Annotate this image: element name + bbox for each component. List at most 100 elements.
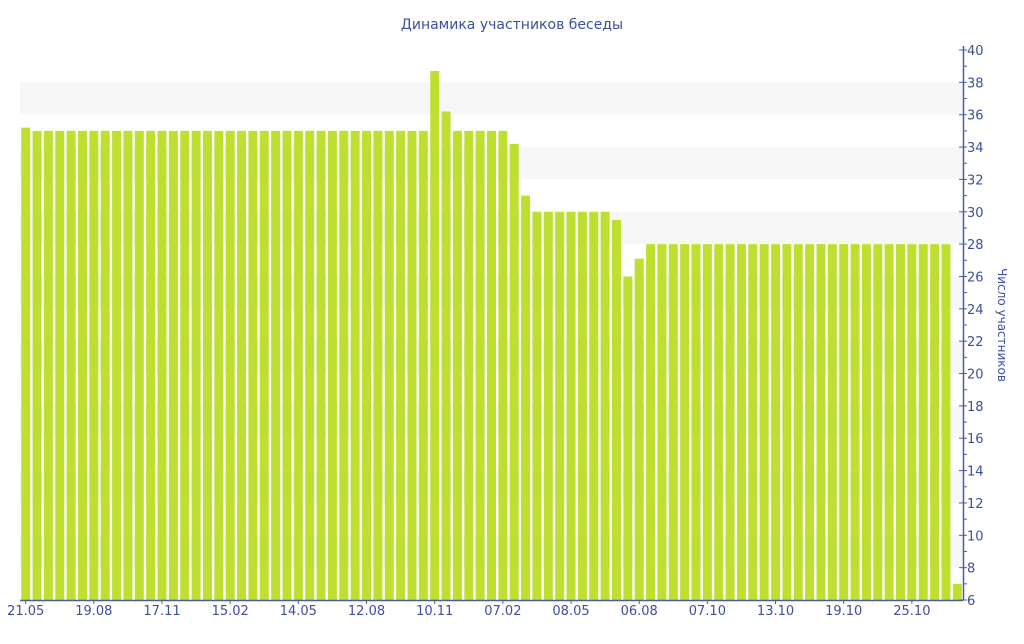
bar [873,244,883,600]
bar [896,244,905,600]
bar [884,244,894,600]
bar [702,244,712,600]
x-tick-label: 19.08 [75,604,112,619]
bar [373,130,383,600]
bar [21,127,31,600]
x-tick-label: 13.10 [757,604,794,619]
bar [248,130,258,600]
bar [941,244,951,600]
bar [32,130,42,600]
bar [180,130,190,600]
x-tick-label: 07.10 [689,604,726,619]
bar [89,130,99,600]
bar [123,130,133,600]
bar [839,244,849,600]
bar [668,244,678,600]
x-tick-label: 19.10 [825,604,862,619]
bar [816,244,826,600]
bar [543,211,553,600]
bar [384,130,394,600]
y-tick-label: 24 [967,303,984,318]
y-tick-label: 18 [967,400,984,415]
bar [930,244,940,600]
y-tick-label: 14 [967,465,984,480]
bar [327,130,337,600]
bar [441,111,451,601]
y-tick-label: 6 [967,594,975,609]
bar [339,130,349,600]
bar [191,130,201,600]
x-tick-label: 25.10 [893,604,930,619]
bar [907,244,917,600]
bar [623,276,633,600]
bar [646,244,656,600]
bar [430,71,440,600]
x-tick-label: 14.05 [280,604,317,619]
bar [748,244,758,600]
bar [100,130,110,600]
bar [293,130,303,600]
bar [282,130,292,600]
bar [714,244,724,600]
bar [464,130,474,600]
bar [736,244,746,600]
bar [759,244,769,600]
y-tick-label: 16 [967,432,984,447]
y-tick-label: 36 [967,109,984,124]
bar [521,195,531,600]
y-tick-label: 20 [967,368,984,383]
bar [577,211,587,600]
bar [146,130,156,600]
bar [316,130,326,600]
grid-band [20,82,963,115]
bar [112,130,122,600]
bar [566,211,576,600]
bar [237,130,247,600]
bar [305,130,315,600]
y-tick-label: 12 [967,497,984,512]
bar [78,130,87,600]
bar [725,244,735,600]
bar [589,211,599,600]
axes: 6 8 10 12 14 16 18 20 22 24 26 28 30 32 34 36 38 40 21.05 1… [7,44,983,619]
bar [225,130,235,600]
bar [498,130,508,600]
bar [827,244,837,600]
bar [418,130,428,600]
y-tick-label: 32 [967,173,984,188]
chart-title: Динамика участников беседы [401,17,623,33]
bar [66,130,76,600]
bar [771,244,781,600]
bar [861,244,871,600]
x-tick-label: 15.02 [212,604,249,619]
bar [680,244,690,600]
bar [793,244,803,600]
x-tick-label: 17.11 [143,604,180,619]
bar [55,130,65,600]
bar [396,130,406,600]
bars [21,71,962,601]
bar [805,244,815,600]
x-tick-label: 21.05 [7,604,44,619]
bar [952,583,962,600]
bar [487,130,496,600]
bar [350,130,360,600]
bar [634,258,644,600]
y-tick-label: 22 [967,335,984,350]
bar [157,130,167,600]
y-tick-label: 8 [967,562,975,577]
x-tick-label: 10.11 [416,604,453,619]
bar [691,244,701,600]
bar [657,244,667,600]
bar [850,244,860,600]
y-tick-label: 28 [967,238,984,253]
bar [509,143,519,600]
x-tick-label: 06.08 [621,604,658,619]
bar [600,211,610,600]
bar [168,130,178,600]
y-axis-label: Число участников [995,268,1009,382]
bar [202,130,212,600]
y-tick-label: 34 [967,141,984,156]
bar [407,130,417,600]
